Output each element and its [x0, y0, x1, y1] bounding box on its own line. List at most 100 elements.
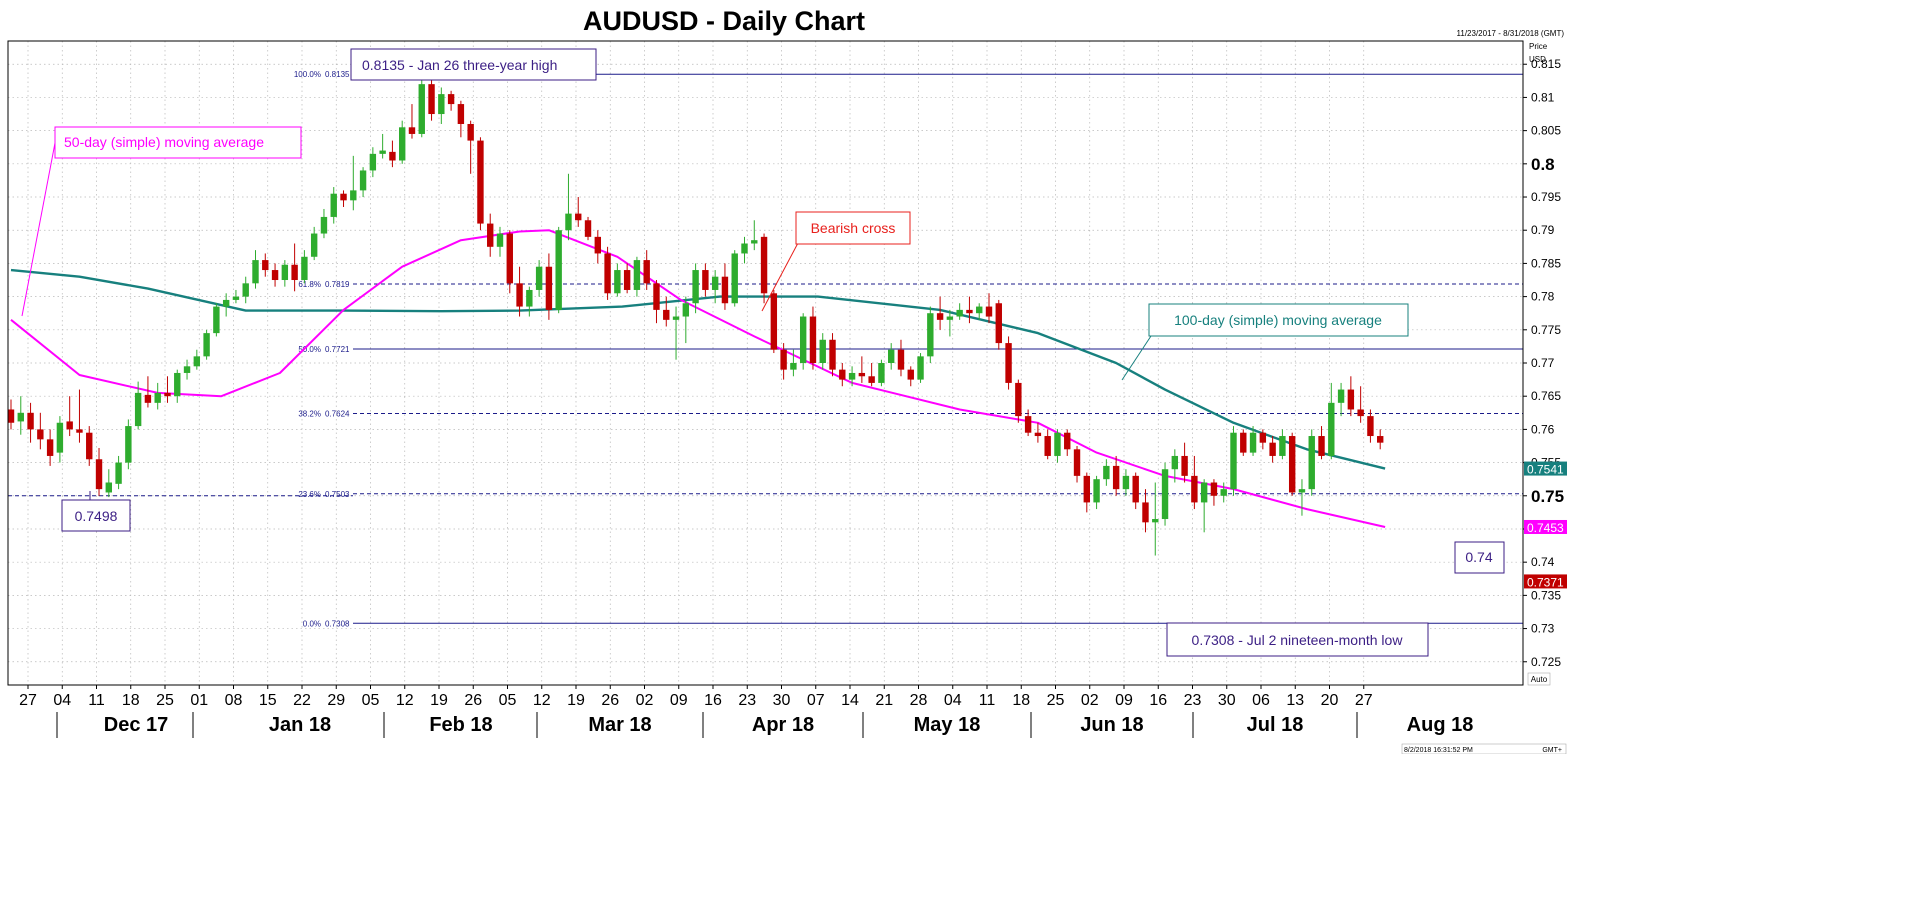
candle-body [702, 270, 709, 290]
candle-body [1112, 465, 1120, 490]
candle [115, 455, 122, 490]
footer-gmt: GMT+ [1542, 747, 1562, 754]
y-tick-label: 0.78 [1531, 290, 1555, 304]
candle [389, 140, 396, 168]
candle [271, 263, 279, 287]
y-tick-label: 0.735 [1531, 588, 1561, 602]
candle [1103, 459, 1110, 486]
candle-body [888, 349, 895, 363]
candle [995, 299, 1002, 350]
fib-value-label: 0.7308 [325, 619, 350, 628]
candle [535, 260, 543, 297]
bearish-cross-annotation: Bearish cross [761, 211, 911, 312]
candle [1044, 429, 1051, 460]
candle-body [721, 276, 729, 304]
candle-body [1259, 432, 1267, 443]
y-tick-label: 0.795 [1531, 190, 1561, 204]
x-tick-label: 30 [1218, 692, 1236, 709]
y-tick-label: 0.79 [1531, 223, 1555, 237]
candle-body [144, 394, 152, 403]
candle-body [242, 283, 249, 297]
candle-body [1298, 489, 1306, 493]
candle-body [487, 223, 494, 247]
month-label: Apr 18 [752, 714, 814, 736]
x-tick-label: 30 [773, 692, 791, 709]
y-tick-label: 0.805 [1531, 124, 1561, 138]
y-tick-label: 0.76 [1531, 422, 1555, 436]
candle-body [1347, 389, 1355, 410]
ma100-annotation-label: 100-day (simple) moving average [1174, 312, 1382, 328]
candle-body [1122, 475, 1130, 490]
candle [1249, 426, 1257, 456]
candle-body [66, 421, 73, 430]
candle-body [927, 313, 934, 357]
ma50-price-tag-bg [1524, 519, 1567, 534]
candle-body [643, 260, 650, 284]
candle [565, 173, 572, 241]
candle-body [320, 216, 328, 234]
candle [105, 469, 112, 498]
fib-pct-label: 100.0% [294, 70, 321, 79]
candle [1328, 382, 1335, 460]
candle [858, 356, 866, 383]
candle [868, 363, 875, 387]
candle [27, 402, 34, 443]
candle-body [936, 313, 944, 320]
x-tick-label: 14 [841, 692, 859, 709]
candle [1230, 426, 1237, 496]
candle-body [790, 363, 797, 370]
x-tick-label: 05 [499, 692, 517, 709]
ma100-line [10, 268, 1386, 470]
candle-body [663, 309, 670, 320]
candle-body [389, 151, 396, 161]
candle-body [995, 303, 1002, 344]
candle [281, 260, 289, 287]
candle [1298, 479, 1306, 516]
candle-body [555, 230, 562, 310]
candle [428, 77, 435, 121]
candle-body [154, 392, 161, 403]
month-label: Jul 18 [1247, 714, 1304, 736]
y-axis: 0.7250.730.7350.740.7450.750.7550.760.76… [1523, 57, 1567, 669]
candle [643, 250, 650, 290]
candle [819, 333, 826, 370]
candle [213, 303, 220, 337]
candle-body [1132, 475, 1139, 503]
candle-body [839, 369, 846, 380]
candle-body [545, 266, 553, 310]
month-label: Aug 18 [1407, 714, 1474, 736]
candle-body [741, 243, 748, 254]
x-tick-label: 11 [88, 692, 105, 709]
candle [1337, 382, 1345, 417]
candle [946, 309, 954, 337]
ma50-price-tag: 0.7453 [1524, 519, 1567, 535]
candle [956, 303, 963, 320]
candle [46, 429, 54, 466]
candle-body [1044, 436, 1051, 456]
candle-body [438, 94, 445, 115]
x-tick-label: 12 [396, 692, 414, 709]
candle [839, 363, 846, 387]
candle [799, 313, 807, 370]
candle [897, 339, 905, 377]
candle-body [1240, 432, 1247, 453]
y-tick-label: 0.765 [1531, 389, 1561, 403]
candle-body [418, 84, 425, 134]
candle [614, 263, 621, 297]
candle [516, 266, 523, 317]
last-price-tag-label: 0.7371 [1527, 575, 1564, 589]
last-price-tag: 0.7371 [1524, 574, 1567, 589]
x-tick-label: 05 [362, 692, 380, 709]
candle [399, 120, 406, 164]
candle [95, 447, 103, 496]
fib-value-label: 0.7721 [325, 345, 350, 354]
auto-button[interactable] [1527, 672, 1551, 686]
x-tick-label: 27 [19, 692, 37, 709]
candle-body [95, 459, 103, 490]
candle-body [1171, 455, 1179, 470]
candle-body [408, 127, 416, 134]
candle-body [604, 253, 611, 294]
candle [1152, 482, 1159, 556]
candle [1288, 432, 1296, 496]
candle [86, 426, 93, 466]
